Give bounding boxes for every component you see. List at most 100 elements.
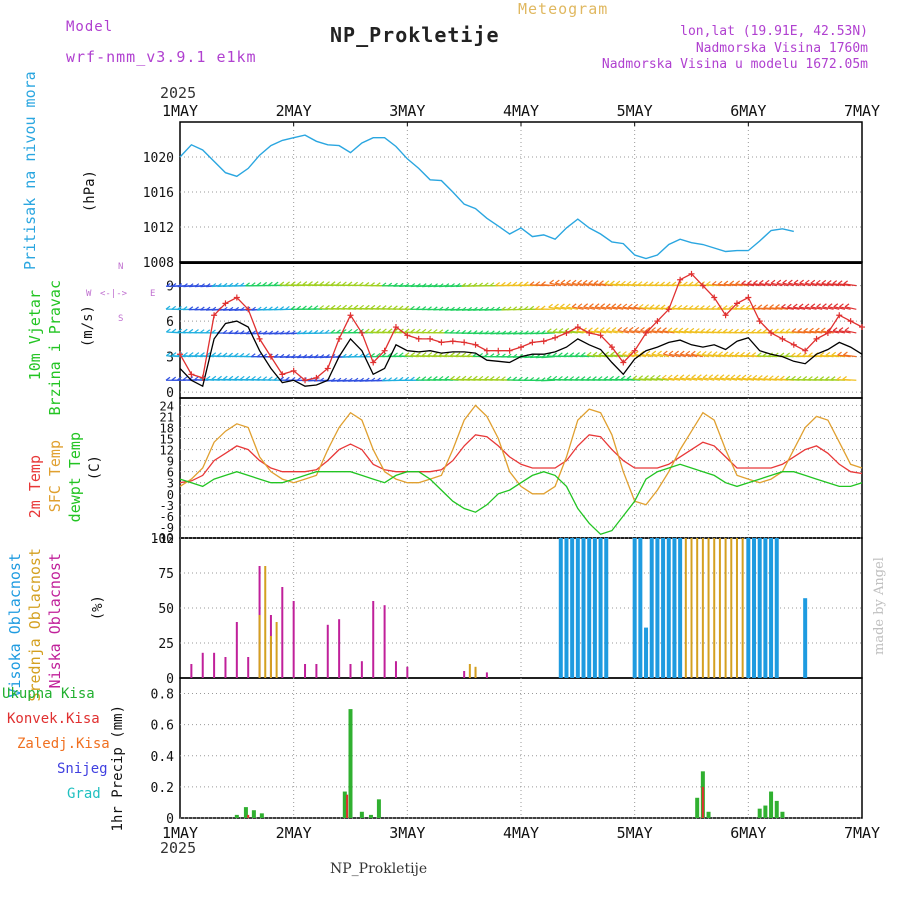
wind-gust-marker: [552, 334, 559, 341]
wind-arrow-head: [165, 305, 171, 310]
wind-arrow-head: [580, 352, 586, 357]
wind-arrow-head: [336, 329, 341, 334]
wind-arrow: [633, 306, 647, 310]
cloud-high-bar: [661, 538, 666, 678]
wind-arrow-head: [421, 328, 427, 333]
wind-arrow-head: [819, 352, 825, 357]
wind-arrow-head: [495, 376, 501, 381]
wind-gust-marker: [745, 294, 752, 301]
wind-arrow: [593, 283, 607, 287]
wind-arrow-head: [826, 280, 832, 284]
y-tick-label: 0.4: [151, 750, 175, 765]
x-tick-label-top: 5MAY: [617, 102, 653, 120]
precip-total-bar: [376, 799, 381, 818]
wind-arrow-head: [660, 281, 665, 286]
wind-arrow-head: [500, 281, 506, 286]
wind-arrow-head: [673, 327, 678, 332]
wind-arrow-head: [393, 377, 398, 382]
y-tick-label: 12: [160, 444, 174, 458]
cloud-high-bar: [666, 538, 671, 678]
wind-arrow: [831, 354, 846, 358]
wind-arrow-head: [171, 352, 177, 357]
wind-arrow-head: [268, 330, 274, 335]
wind-arrow-head: [802, 352, 808, 357]
wind-arrow-head: [569, 376, 575, 381]
wind-arrow-head: [787, 279, 793, 284]
wind-arrow-head: [798, 303, 804, 308]
wind-arrow: [725, 377, 738, 381]
wind-arrow-head: [495, 353, 501, 358]
cloud-low-bar: [372, 601, 375, 678]
wind-gust-marker: [438, 339, 445, 346]
wind-gust-marker: [563, 329, 570, 336]
wind-gust-marker: [688, 270, 695, 277]
wind-arrow-head: [279, 281, 285, 286]
wind-arrow-head: [455, 306, 461, 311]
wind-arrow-head: [222, 375, 228, 380]
wind-arrow-head: [577, 303, 583, 308]
wind-arrow: [821, 282, 834, 287]
wind-arrow-head: [523, 281, 529, 286]
wind-arrow: [751, 307, 766, 310]
precip-total-bar: [368, 814, 373, 818]
cloud-high-bar: [592, 538, 597, 678]
wind-arrow-head: [685, 350, 691, 355]
wind-gust-marker: [279, 371, 286, 378]
wind-arrow-head: [837, 280, 843, 285]
wind-arrow: [787, 306, 800, 310]
wind-gust-marker: [665, 306, 672, 313]
wind-arrow: [843, 283, 857, 287]
wind-arrow-head: [694, 281, 700, 286]
wind-arrow-head: [450, 306, 455, 311]
wind-arrow-head: [785, 352, 791, 357]
wind-arrow-head: [370, 328, 376, 333]
wind-arrow-head: [256, 376, 262, 381]
wind-arrow: [657, 353, 669, 358]
cloud-mid-bar: [730, 538, 733, 678]
wind-arrow-head: [268, 281, 273, 286]
wind-arrow: [752, 377, 766, 381]
wind-gust-marker: [733, 300, 740, 307]
wind-arrow-head: [739, 328, 745, 333]
wind-arrow-head: [478, 330, 484, 335]
cloud-high-bar: [638, 538, 643, 678]
wind-arrow-head: [183, 283, 188, 288]
precip-legend-hail: Grad: [67, 786, 101, 802]
wind-arrow-head: [665, 281, 671, 286]
wind-arrow-head: [342, 281, 347, 286]
wind-arrow-head: [319, 377, 325, 382]
wind-arrow-head: [571, 303, 577, 308]
wind-arrow: [566, 306, 578, 310]
wind-arrow-head: [809, 327, 814, 332]
cloud-high-bar: [570, 538, 575, 678]
wind-arrow-head: [444, 329, 449, 334]
wind-arrow-head: [740, 351, 745, 356]
wind-arrow-head: [376, 377, 381, 382]
wind-arrow: [549, 282, 561, 287]
wind-arrow-head: [296, 330, 302, 335]
wind-arrow-head: [552, 375, 558, 380]
wind-arrow-head: [421, 283, 427, 288]
wind-arrow-head: [673, 374, 679, 379]
wind-arrow: [758, 377, 772, 381]
cloud-mid-bar: [684, 538, 687, 678]
cloud-mid-bar: [474, 666, 477, 678]
x-tick-label-bottom: 1MAY: [162, 824, 198, 842]
wind-arrow-head: [679, 350, 685, 355]
wind-arrow-head: [182, 306, 188, 311]
wind-arrow-head: [705, 305, 711, 310]
wind-arrow-head: [751, 328, 756, 333]
wind-gust-marker: [699, 282, 706, 289]
wind-arrow-head: [833, 303, 839, 308]
wind-arrow: [541, 332, 556, 335]
cloud-high-bar: [575, 538, 580, 678]
wind-arrow-head: [234, 375, 239, 380]
model-altitude-label: Nadmorska Visina u modelu 1672.05m: [601, 57, 868, 72]
y-tick-label: 24: [160, 399, 174, 413]
wind-gust-marker: [711, 294, 718, 301]
wind-arrow-head: [432, 306, 438, 311]
wind-arrow-head: [603, 375, 609, 380]
wind-arrow-head: [569, 352, 575, 357]
wind-arrow-head: [649, 304, 655, 309]
wind-arrow-head: [375, 352, 381, 357]
